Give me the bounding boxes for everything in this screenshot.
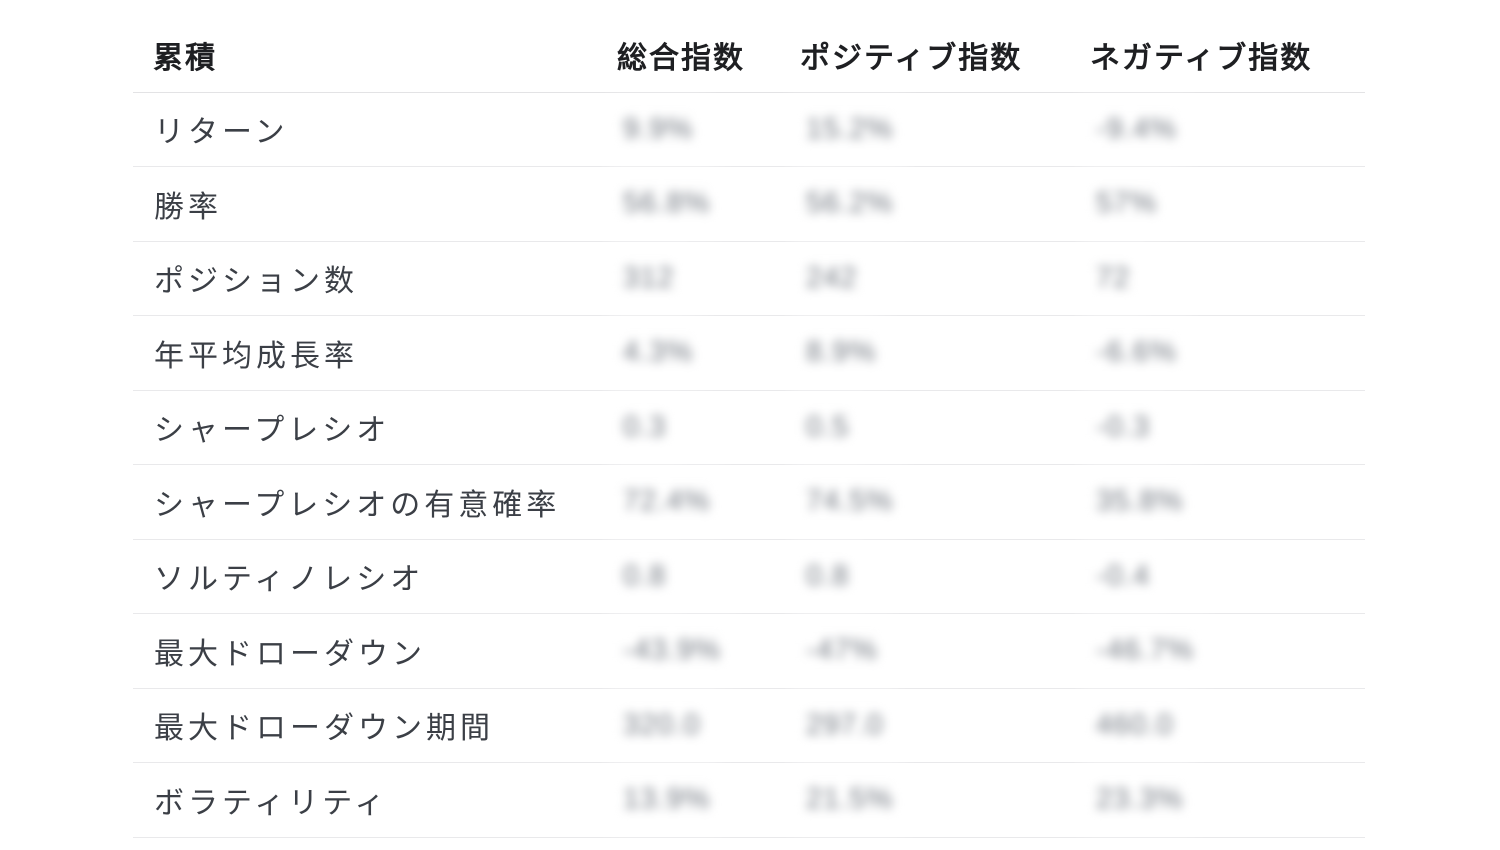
redacted-value: -0.4 xyxy=(1090,557,1156,595)
table-row: ボラティリティ 13.9% 21.5% 23.3% xyxy=(133,762,1365,838)
redacted-value: 15.2% xyxy=(800,110,900,148)
negative-index-value: 35.8% xyxy=(1078,464,1365,540)
table-row: シャープレシオ 0.3 0.5 -0.3 xyxy=(133,390,1365,465)
redacted-value: 460.0 xyxy=(1090,706,1180,744)
overall-index-value: 72.4% xyxy=(605,464,788,540)
redacted-value: 13.9% xyxy=(617,781,717,819)
column-header-negative-index: ネガティブ指数 xyxy=(1078,24,1365,93)
redacted-value: 57% xyxy=(1090,185,1164,223)
redacted-value: 0.3 xyxy=(617,408,673,446)
redacted-value: 4.3% xyxy=(617,334,700,372)
redacted-value: 35.8% xyxy=(1090,483,1190,521)
table-row: 最大ドローダウン期間 320.0 297.0 460.0 xyxy=(133,688,1365,763)
overall-index-value: -43.9% xyxy=(605,613,788,689)
table-row: ポジション数 312 242 72 xyxy=(133,241,1365,316)
positive-index-value: 0.8 xyxy=(788,539,1078,614)
table-row: 年平均成長率 4.3% 8.9% -6.6% xyxy=(133,315,1365,391)
negative-index-value: -0.4 xyxy=(1078,539,1365,614)
negative-index-value: -46.7% xyxy=(1078,613,1365,689)
metric-label: リターン xyxy=(133,92,605,167)
metric-label: ボラティリティ xyxy=(133,762,605,838)
positive-index-value: 8.9% xyxy=(788,315,1078,391)
redacted-value: 8.9% xyxy=(800,334,883,372)
redacted-value: 297.0 xyxy=(800,706,890,744)
positive-index-value: 297.0 xyxy=(788,688,1078,763)
redacted-value: -47% xyxy=(800,632,884,670)
metric-label: 最大ドローダウン期間 xyxy=(133,688,605,763)
table-header-row: 累積 総合指数 ポジティブ指数 ネガティブ指数 xyxy=(133,24,1365,93)
negative-index-value: 460.0 xyxy=(1078,688,1365,763)
redacted-value: 312 xyxy=(617,259,681,297)
redacted-value: 56.2% xyxy=(800,185,900,223)
redacted-value: 72 xyxy=(1090,259,1137,297)
overall-index-value: 320.0 xyxy=(605,688,788,763)
redacted-value: -43.9% xyxy=(617,632,727,670)
redacted-value: 74.5% xyxy=(800,483,900,521)
metric-label: シャープレシオの有意確率 xyxy=(133,464,605,540)
cumulative-metrics-table: 累積 総合指数 ポジティブ指数 ネガティブ指数 リターン 9.9% 15.2% … xyxy=(133,24,1365,838)
column-header-overall-index: 総合指数 xyxy=(605,24,788,93)
redacted-value: -9.4% xyxy=(1090,110,1183,148)
negative-index-value: 72 xyxy=(1078,241,1365,316)
redacted-value: 21.5% xyxy=(800,781,900,819)
overall-index-value: 9.9% xyxy=(605,92,788,167)
table-row: シャープレシオの有意確率 72.4% 74.5% 35.8% xyxy=(133,464,1365,540)
overall-index-value: 0.8 xyxy=(605,539,788,614)
table-row: ソルティノレシオ 0.8 0.8 -0.4 xyxy=(133,539,1365,614)
redacted-value: 242 xyxy=(800,259,864,297)
column-header-positive-index: ポジティブ指数 xyxy=(788,24,1078,93)
redacted-value: 72.4% xyxy=(617,483,717,521)
positive-index-value: 242 xyxy=(788,241,1078,316)
column-header-cumulative: 累積 xyxy=(133,24,605,93)
redacted-value: 23.3% xyxy=(1090,781,1190,819)
metric-label: ポジション数 xyxy=(133,241,605,316)
redacted-value: 0.8 xyxy=(800,557,856,595)
metric-label: 勝率 xyxy=(133,166,605,242)
redacted-value: 0.5 xyxy=(800,408,856,446)
negative-index-value: 57% xyxy=(1078,166,1365,242)
redacted-value: 56.8% xyxy=(617,185,717,223)
overall-index-value: 0.3 xyxy=(605,390,788,465)
overall-index-value: 4.3% xyxy=(605,315,788,391)
table-row: 勝率 56.8% 56.2% 57% xyxy=(133,166,1365,242)
negative-index-value: 23.3% xyxy=(1078,762,1365,838)
overall-index-value: 13.9% xyxy=(605,762,788,838)
negative-index-value: -6.6% xyxy=(1078,315,1365,391)
positive-index-value: 74.5% xyxy=(788,464,1078,540)
positive-index-value: 21.5% xyxy=(788,762,1078,838)
redacted-value: -6.6% xyxy=(1090,334,1183,372)
positive-index-value: 56.2% xyxy=(788,166,1078,242)
negative-index-value: -0.3 xyxy=(1078,390,1365,465)
redacted-value: -0.3 xyxy=(1090,408,1156,446)
redacted-value: 320.0 xyxy=(617,706,707,744)
overall-index-value: 312 xyxy=(605,241,788,316)
redacted-value: 9.9% xyxy=(617,110,700,148)
negative-index-value: -9.4% xyxy=(1078,92,1365,167)
positive-index-value: -47% xyxy=(788,613,1078,689)
redacted-value: -46.7% xyxy=(1090,632,1200,670)
redacted-value: 0.8 xyxy=(617,557,673,595)
positive-index-value: 0.5 xyxy=(788,390,1078,465)
table-row: 最大ドローダウン -43.9% -47% -46.7% xyxy=(133,613,1365,689)
metric-label: 年平均成長率 xyxy=(133,315,605,391)
metric-label: 最大ドローダウン xyxy=(133,613,605,689)
metric-label: シャープレシオ xyxy=(133,390,605,465)
overall-index-value: 56.8% xyxy=(605,166,788,242)
table-row: リターン 9.9% 15.2% -9.4% xyxy=(133,92,1365,167)
metric-label: ソルティノレシオ xyxy=(133,539,605,614)
positive-index-value: 15.2% xyxy=(788,92,1078,167)
